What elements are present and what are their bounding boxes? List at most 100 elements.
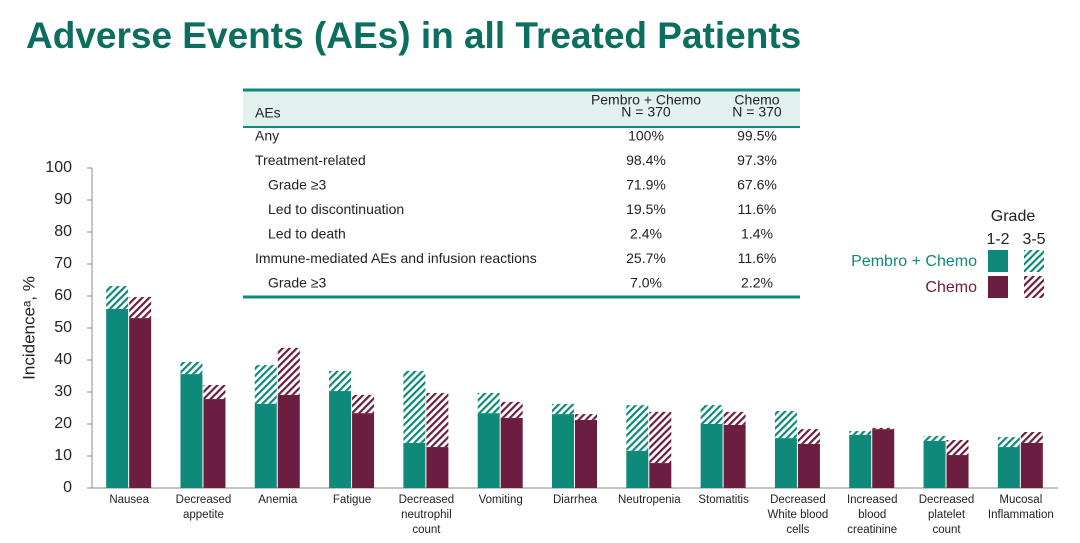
y-tick-label: 70 bbox=[54, 255, 72, 272]
legend-swatch-hatched bbox=[1024, 276, 1044, 298]
bar-segment bbox=[106, 308, 129, 488]
bar-segment bbox=[477, 413, 500, 488]
bar-segment bbox=[426, 447, 449, 488]
y-tick-label: 10 bbox=[54, 447, 72, 464]
bar-segment-hatched bbox=[254, 365, 277, 404]
y-tick-label: 20 bbox=[54, 415, 72, 432]
y-tick-label: 0 bbox=[63, 479, 72, 496]
bar-segment-hatched bbox=[329, 370, 352, 392]
table-cell: 98.4% bbox=[626, 152, 666, 168]
table-row-label: Immune-mediated AEs and infusion reactio… bbox=[255, 250, 537, 266]
table-header-bg bbox=[243, 90, 800, 127]
table-cell: 7.0% bbox=[630, 275, 662, 291]
bar-segment-hatched bbox=[500, 401, 523, 418]
bar-segment-hatched bbox=[426, 392, 449, 448]
legend-grade: 3-5 bbox=[1022, 231, 1045, 248]
table-header: N = 370 bbox=[732, 104, 782, 120]
table-header: N = 370 bbox=[621, 104, 671, 120]
bar-segment bbox=[403, 442, 426, 488]
table-row-label: Grade ≥3 bbox=[268, 177, 326, 193]
table-cell: 67.6% bbox=[737, 177, 777, 193]
bar-segment bbox=[946, 455, 969, 488]
bar-segment-hatched bbox=[552, 403, 574, 415]
table-cell: 71.9% bbox=[626, 177, 666, 193]
x-tick-label: Neutropenia bbox=[618, 494, 681, 506]
y-tick-label: 50 bbox=[54, 319, 72, 336]
bar-segment-hatched bbox=[723, 411, 746, 425]
table-cell: 2.4% bbox=[630, 226, 662, 242]
bar-segment bbox=[997, 447, 1020, 488]
bar-segment-hatched bbox=[106, 286, 129, 309]
y-tick-label: 80 bbox=[54, 223, 72, 240]
bar-segment-hatched bbox=[403, 370, 426, 443]
bar-segment-hatched bbox=[649, 411, 672, 464]
table-row-label: Treatment-related bbox=[255, 152, 366, 168]
x-tick-label: Anemia bbox=[258, 494, 298, 506]
bar-segment-hatched bbox=[477, 392, 500, 414]
legend-swatch bbox=[988, 250, 1008, 272]
bar-segment bbox=[329, 391, 352, 488]
bar-segment bbox=[500, 417, 523, 488]
bar-segment bbox=[129, 318, 152, 488]
table-header: Chemo bbox=[734, 92, 779, 108]
table-cell: 11.6% bbox=[738, 201, 777, 217]
bar-segment-hatched bbox=[774, 410, 797, 439]
bar-segment-hatched bbox=[872, 427, 895, 430]
bar-segment-hatched bbox=[849, 431, 872, 435]
legend-label: Chemo bbox=[925, 279, 977, 296]
x-tick-label: Vomiting bbox=[479, 494, 523, 506]
legend-grade: 1-2 bbox=[986, 231, 1009, 248]
bar-segment-hatched bbox=[1020, 432, 1043, 443]
table-cell: 11.6% bbox=[738, 250, 777, 266]
table-cell: 100% bbox=[628, 128, 664, 144]
bar-segment bbox=[203, 399, 226, 488]
bar-segment-hatched bbox=[277, 347, 300, 395]
bar-segment bbox=[649, 463, 672, 488]
bar-segment bbox=[1020, 442, 1043, 488]
legend-swatch-hatched bbox=[1024, 250, 1044, 272]
x-tick-label: Stomatitis bbox=[698, 494, 749, 506]
bar-segment-hatched bbox=[129, 296, 152, 319]
bar-segment bbox=[774, 438, 797, 488]
table-row-label: Any bbox=[255, 128, 279, 144]
table-cell: 2.2% bbox=[741, 275, 773, 291]
table-header: Pembro + Chemo bbox=[591, 92, 701, 108]
x-tick-label: Nausea bbox=[109, 494, 149, 506]
x-tick-label: Decreased appetite bbox=[176, 494, 232, 521]
bar-segment bbox=[723, 424, 746, 488]
table-cell: 99.5% bbox=[737, 128, 777, 144]
bar-segment-hatched bbox=[203, 384, 226, 400]
y-tick-label: 60 bbox=[54, 287, 72, 304]
bar-segment bbox=[797, 443, 820, 488]
bar-segment bbox=[700, 424, 723, 488]
bar-segment-hatched bbox=[797, 429, 820, 444]
bar-segment bbox=[277, 394, 300, 488]
bar-segment-hatched bbox=[997, 437, 1020, 448]
bar-segment-hatched bbox=[946, 440, 969, 456]
table-row-label: Grade ≥3 bbox=[268, 275, 326, 291]
bar-segment bbox=[923, 440, 946, 488]
bar-segment-hatched bbox=[923, 435, 946, 441]
bar-segment-hatched bbox=[575, 414, 597, 420]
x-tick-label: Decreased neutrophil count bbox=[399, 494, 455, 536]
y-axis-label: Incidenceᵃ, % bbox=[19, 276, 38, 380]
bar-segment-hatched bbox=[626, 405, 649, 451]
bar-segment bbox=[180, 374, 203, 488]
x-tick-label: Increased blood creatinine bbox=[847, 494, 898, 536]
bar-segment-hatched bbox=[700, 405, 723, 424]
bar-segment bbox=[552, 414, 574, 488]
y-tick-label: 90 bbox=[54, 191, 72, 208]
table-cell: 19.5% bbox=[626, 201, 666, 217]
legend-swatch bbox=[988, 276, 1008, 298]
table-row-label: Led to discontinuation bbox=[268, 201, 404, 217]
x-tick-label: Mucosal Inflammation bbox=[988, 494, 1054, 521]
y-tick-label: 40 bbox=[54, 351, 72, 368]
x-tick-label: Decreased platelet count bbox=[919, 494, 975, 536]
bar-segment bbox=[575, 419, 597, 488]
y-tick-label: 30 bbox=[54, 383, 72, 400]
y-tick-label: 100 bbox=[45, 159, 72, 176]
x-tick-label: Fatigue bbox=[333, 494, 371, 506]
table-cell: 97.3% bbox=[737, 152, 777, 168]
bar-segment bbox=[849, 434, 872, 488]
